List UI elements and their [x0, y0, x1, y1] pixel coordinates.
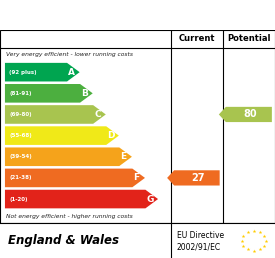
Text: 27: 27	[191, 173, 205, 183]
Polygon shape	[5, 190, 158, 208]
Text: (69-80): (69-80)	[9, 112, 32, 117]
Polygon shape	[167, 170, 220, 186]
Text: (92 plus): (92 plus)	[9, 70, 37, 75]
Text: Energy Efficiency Rating: Energy Efficiency Rating	[8, 8, 192, 21]
Polygon shape	[219, 107, 272, 122]
Polygon shape	[5, 126, 119, 145]
Text: Not energy efficient - higher running costs: Not energy efficient - higher running co…	[6, 214, 132, 219]
Text: (39-54): (39-54)	[9, 154, 32, 159]
Text: 2002/91/EC: 2002/91/EC	[177, 242, 221, 251]
Text: Potential: Potential	[227, 34, 271, 43]
Text: (55-68): (55-68)	[9, 133, 32, 138]
Text: A: A	[68, 68, 75, 77]
Text: (21-38): (21-38)	[9, 175, 32, 180]
Polygon shape	[5, 148, 132, 166]
Polygon shape	[5, 105, 106, 124]
Polygon shape	[5, 63, 80, 82]
Text: Current: Current	[179, 34, 215, 43]
Text: F: F	[133, 173, 140, 182]
Polygon shape	[5, 168, 145, 187]
Polygon shape	[5, 84, 93, 103]
Text: EU Directive: EU Directive	[177, 231, 224, 240]
Text: (1-20): (1-20)	[9, 197, 28, 201]
Text: (81-91): (81-91)	[9, 91, 32, 96]
Text: D: D	[107, 131, 115, 140]
Text: B: B	[81, 89, 88, 98]
Text: E: E	[120, 152, 127, 161]
Text: C: C	[94, 110, 101, 119]
Text: England & Wales: England & Wales	[8, 234, 119, 247]
Text: G: G	[147, 195, 154, 204]
Text: 80: 80	[243, 109, 257, 119]
Text: Very energy efficient - lower running costs: Very energy efficient - lower running co…	[6, 52, 133, 57]
